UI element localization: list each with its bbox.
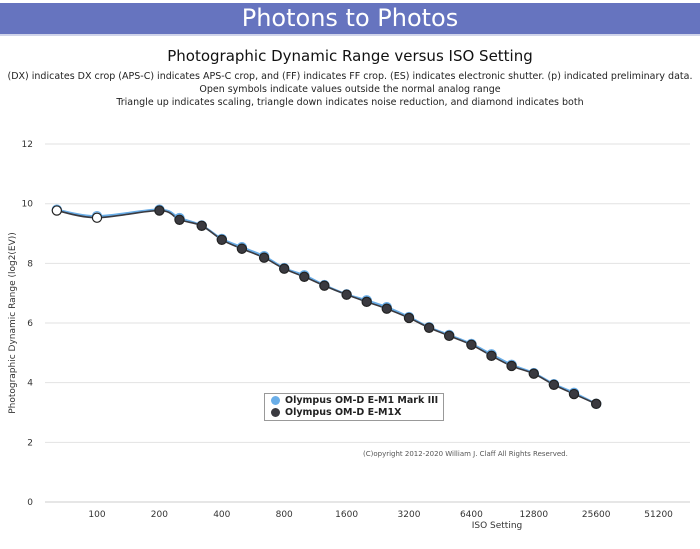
data-point [548, 379, 560, 390]
data-point [591, 398, 602, 410]
x-tick-label: 51200 [644, 510, 673, 520]
chart-subtitle-3: Triangle up indicates scaling, triangle … [116, 97, 584, 108]
data-point [258, 252, 270, 263]
data-point [91, 212, 103, 223]
data-point [486, 350, 497, 362]
x-tick-label: 1600 [335, 510, 358, 520]
x-tick-label: 25600 [582, 510, 611, 520]
y-tick-label: 6 [27, 319, 33, 329]
data-point [279, 263, 290, 274]
chart-subtitle-2: Open symbols indicate values outside the… [199, 84, 501, 95]
legend-symbol [271, 395, 280, 405]
data-point [196, 220, 207, 231]
data-point [154, 205, 165, 216]
series-line [56, 209, 597, 405]
y-tick-label: 10 [22, 200, 34, 210]
data-point [443, 330, 455, 342]
chart-legend: Olympus OM-D E-M1 Mark III Olympus OM-D … [264, 393, 444, 421]
chart-title: Photographic Dynamic Range versus ISO Se… [167, 47, 533, 65]
x-tick-label: 3200 [398, 510, 421, 520]
x-tick-label: 6400 [460, 510, 483, 520]
data-point [319, 280, 330, 291]
data-point [361, 296, 372, 308]
legend-symbol [271, 407, 280, 417]
data-point [174, 214, 185, 226]
data-point [236, 243, 248, 254]
x-tick-label: 100 [88, 510, 105, 520]
x-tick-label: 200 [151, 510, 168, 520]
data-point [341, 289, 352, 300]
x-axis-label: ISO Setting [472, 521, 523, 531]
data-point [216, 234, 227, 245]
data-point [506, 360, 517, 372]
data-point [51, 205, 63, 216]
data-point [466, 339, 477, 350]
chart-subtitle-1: (DX) indicates DX crop (APS-C) indicates… [7, 71, 693, 82]
data-point [403, 312, 415, 324]
data-point [381, 303, 392, 314]
y-tick-label: 12 [22, 140, 33, 150]
series-line [56, 208, 597, 405]
data-point [528, 368, 540, 379]
y-tick-label: 2 [27, 438, 33, 448]
y-tick-label: 0 [27, 498, 33, 508]
y-tick-label: 4 [27, 379, 33, 389]
x-tick-label: 12800 [519, 510, 548, 520]
y-axis-label: Photographic Dynamic Range (log2(EV)) [8, 232, 18, 414]
data-point [299, 271, 310, 282]
data-point [423, 322, 435, 333]
legend-item-mark-iii[interactable]: Olympus OM-D E-M1 Mark III [265, 394, 443, 406]
copyright-note: (C)opyright 2012-2020 William J. Claff A… [363, 450, 568, 458]
site-banner: Photons to Photos [0, 3, 700, 36]
data-point [568, 388, 580, 400]
legend-item-m1x[interactable]: Olympus OM-D E-M1X [265, 406, 443, 418]
x-tick-label: 400 [213, 510, 230, 520]
y-tick-label: 8 [27, 259, 33, 269]
x-tick-label: 800 [276, 510, 293, 520]
